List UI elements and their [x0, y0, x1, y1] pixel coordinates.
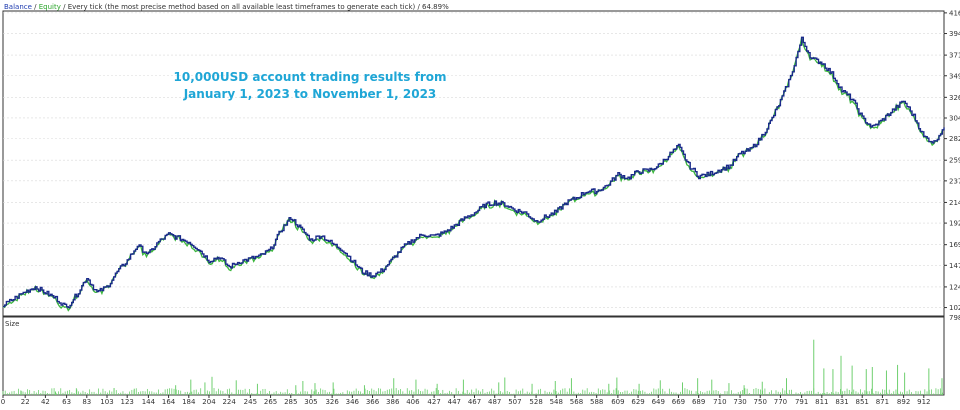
x-tick-label: 406: [406, 398, 420, 406]
x-tick-label: 507: [508, 398, 521, 406]
volume-tick-label: 798: [949, 314, 960, 322]
x-tick-label: 305: [304, 398, 317, 406]
x-tick-label: 467: [468, 398, 481, 406]
x-tick-label: 0: [1, 398, 5, 406]
x-tick-label: 831: [835, 398, 848, 406]
y-tick-label: 214: [949, 199, 960, 207]
x-tick-label: 204: [202, 398, 216, 406]
x-tick-label: 629: [631, 398, 644, 406]
x-tick-label: 770: [774, 398, 787, 406]
x-tick-label: 326: [325, 398, 339, 406]
y-tick-label: 349: [949, 72, 960, 80]
x-tick-label: 912: [917, 398, 930, 406]
x-tick-label: 649: [652, 398, 665, 406]
x-tick-label: 669: [672, 398, 685, 406]
y-tick-label: 282: [949, 135, 960, 143]
y-tick-label: 192: [949, 220, 960, 228]
x-tick-label: 184: [182, 398, 196, 406]
x-tick-label: 710: [713, 398, 726, 406]
x-tick-label: 123: [121, 398, 134, 406]
x-tick-label: 366: [366, 398, 380, 406]
balance-line: [3, 36, 945, 309]
x-tick-label: 568: [570, 398, 583, 406]
x-tick-label: 83: [82, 398, 91, 406]
chart-header: Balance / Equity / Every tick (the most …: [4, 3, 449, 11]
y-tick-label: 371: [949, 52, 960, 60]
x-tick-label: 265: [264, 398, 277, 406]
chart-annotation: 10,000USD account trading results from J…: [170, 69, 450, 103]
x-tick-label: 427: [427, 398, 440, 406]
x-tick-label: 42: [41, 398, 50, 406]
legend-equity: Equity: [38, 3, 61, 11]
y-tick-label: 124: [949, 283, 960, 291]
x-tick-label: 22: [21, 398, 30, 406]
x-tick-label: 851: [856, 398, 869, 406]
y-tick-label: 304: [949, 114, 960, 122]
price-panel-frame: [2, 10, 945, 317]
y-tick-label: 416: [949, 9, 960, 17]
x-tick-label: 285: [284, 398, 297, 406]
x-tick-label: 791: [795, 398, 808, 406]
x-tick-label: 346: [346, 398, 360, 406]
x-tick-label: 811: [815, 398, 828, 406]
x-tick-label: 63: [62, 398, 71, 406]
x-tick-label: 750: [754, 398, 767, 406]
x-tick-label: 487: [488, 398, 501, 406]
test-info: Every tick (the most precise method base…: [67, 3, 449, 11]
volume-panel-frame: [2, 316, 945, 396]
y-tick-label: 259: [949, 157, 960, 165]
x-tick-label: 103: [100, 398, 113, 406]
x-tick-label: 164: [162, 398, 176, 406]
x-tick-label: 548: [550, 398, 563, 406]
x-tick-label: 892: [897, 398, 910, 406]
y-tick-label: 147: [949, 262, 960, 270]
x-tick-label: 609: [611, 398, 624, 406]
x-tick-label: 386: [386, 398, 400, 406]
y-tick-label: 102: [949, 304, 960, 312]
annotation-line-2: January 1, 2023 to November 1, 2023: [183, 87, 437, 101]
x-tick-label: 144: [142, 398, 156, 406]
legend-balance: Balance: [4, 3, 32, 11]
volume-panel-label: Size: [5, 320, 20, 328]
legend-sep: /: [60, 3, 68, 11]
y-tick-label: 394: [949, 30, 960, 38]
annotation-line-1: 10,000USD account trading results from: [173, 70, 447, 84]
legend-sep: /: [31, 3, 39, 11]
x-tick-label: 224: [222, 398, 236, 406]
y-tick-label: 169: [949, 241, 960, 249]
x-tick-label: 528: [529, 398, 542, 406]
y-tick-label: 326: [949, 94, 960, 102]
x-tick-label: 588: [590, 398, 603, 406]
x-tick-label: 871: [876, 398, 889, 406]
x-tick-label: 689: [692, 398, 705, 406]
x-tick-label: 245: [244, 398, 257, 406]
y-tick-label: 237: [949, 177, 960, 185]
x-tick-label: 730: [733, 398, 746, 406]
x-tick-label: 447: [448, 398, 461, 406]
